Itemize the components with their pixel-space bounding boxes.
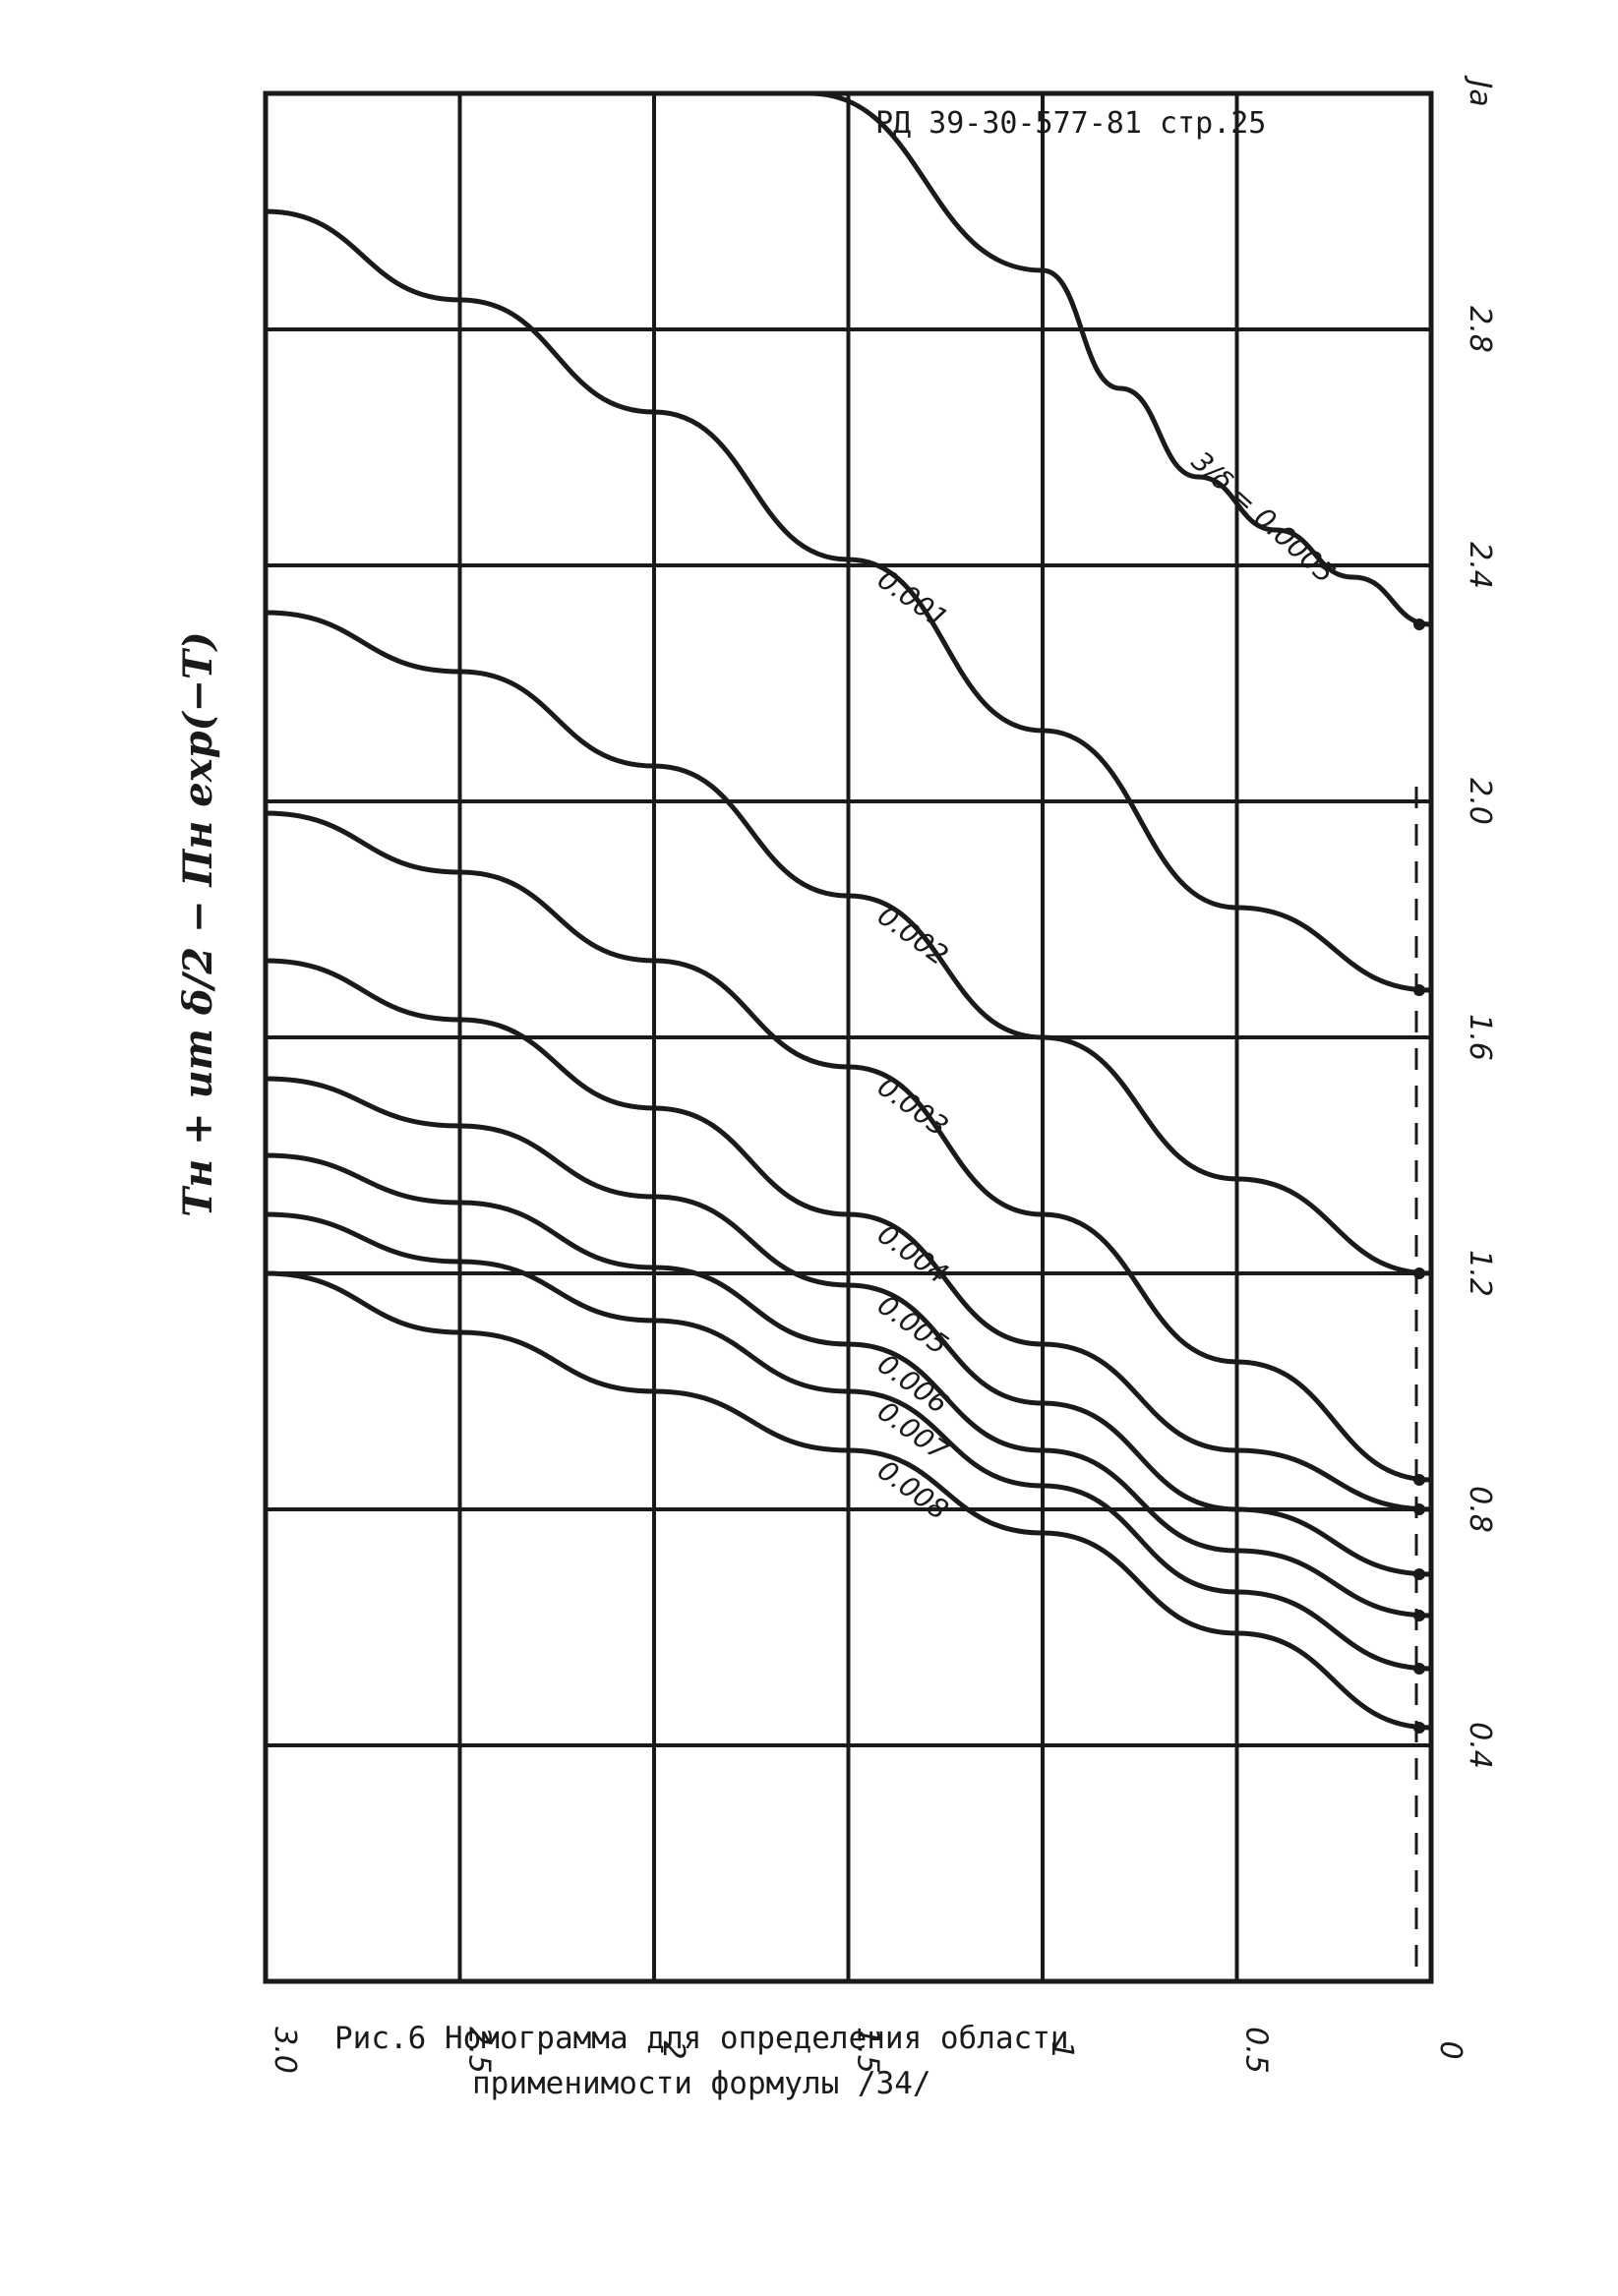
x-tick-label: 2.5	[462, 2027, 497, 2074]
grid-lines	[264, 93, 1433, 1981]
curves	[265, 90, 1432, 1734]
y-tick-label: 1.2	[1463, 1250, 1497, 1297]
x-tick-label: 2	[656, 2040, 690, 2059]
y-tick-label: 0.8	[1463, 1486, 1497, 1533]
curve-series	[265, 810, 1432, 1483]
y-tick-label: 0.4	[1463, 1722, 1497, 1769]
x-tick-label: 3.0	[268, 2027, 302, 2074]
x-tick-label: 1	[1045, 2040, 1079, 2059]
curve-series	[809, 90, 1432, 627]
curve-series	[265, 1152, 1432, 1619]
caption-line-1: Рис.6 Номограмма для определения области	[334, 2021, 1069, 2056]
plot-frame	[263, 90, 1434, 1984]
y-tick-label: 2.8	[1463, 306, 1497, 353]
curve-series	[265, 208, 1432, 993]
curve-series	[265, 958, 1432, 1512]
curve-label: 0.003	[871, 1070, 954, 1143]
curve-series	[265, 1211, 1432, 1672]
curve-series	[265, 1076, 1432, 1577]
curve-label: 0.001	[871, 562, 954, 635]
curve-series	[265, 610, 1432, 1276]
y-tick-label: 2.0	[1463, 778, 1497, 825]
caption-line-2: применимости формулы /34/	[472, 2066, 931, 2101]
curve-label: 0.004	[871, 1217, 954, 1290]
y-tick-label: Ja	[1463, 75, 1497, 106]
y-tick-label: 2.4	[1463, 542, 1497, 589]
y-axis-label: Tн + ит δ/2 − Пн ехр(−T)	[175, 631, 221, 1216]
figure-caption: Рис.6 Номограмма для определения области…	[334, 2016, 1515, 2106]
document-reference: РД 39-30-577-81 стр.25	[875, 106, 1266, 141]
curve-label: 3/δ = 0.0005	[1185, 444, 1342, 589]
curve-label: 0.002	[871, 899, 954, 971]
y-tick-label: 1.6	[1463, 1014, 1497, 1061]
x-tick-label: 0.5	[1239, 2027, 1274, 2074]
curve-series	[265, 1270, 1432, 1731]
x-tick-label: 0	[1433, 2040, 1468, 2059]
x-tick-label: 1.5	[851, 2027, 885, 2074]
curve-end-marker	[1413, 618, 1425, 630]
